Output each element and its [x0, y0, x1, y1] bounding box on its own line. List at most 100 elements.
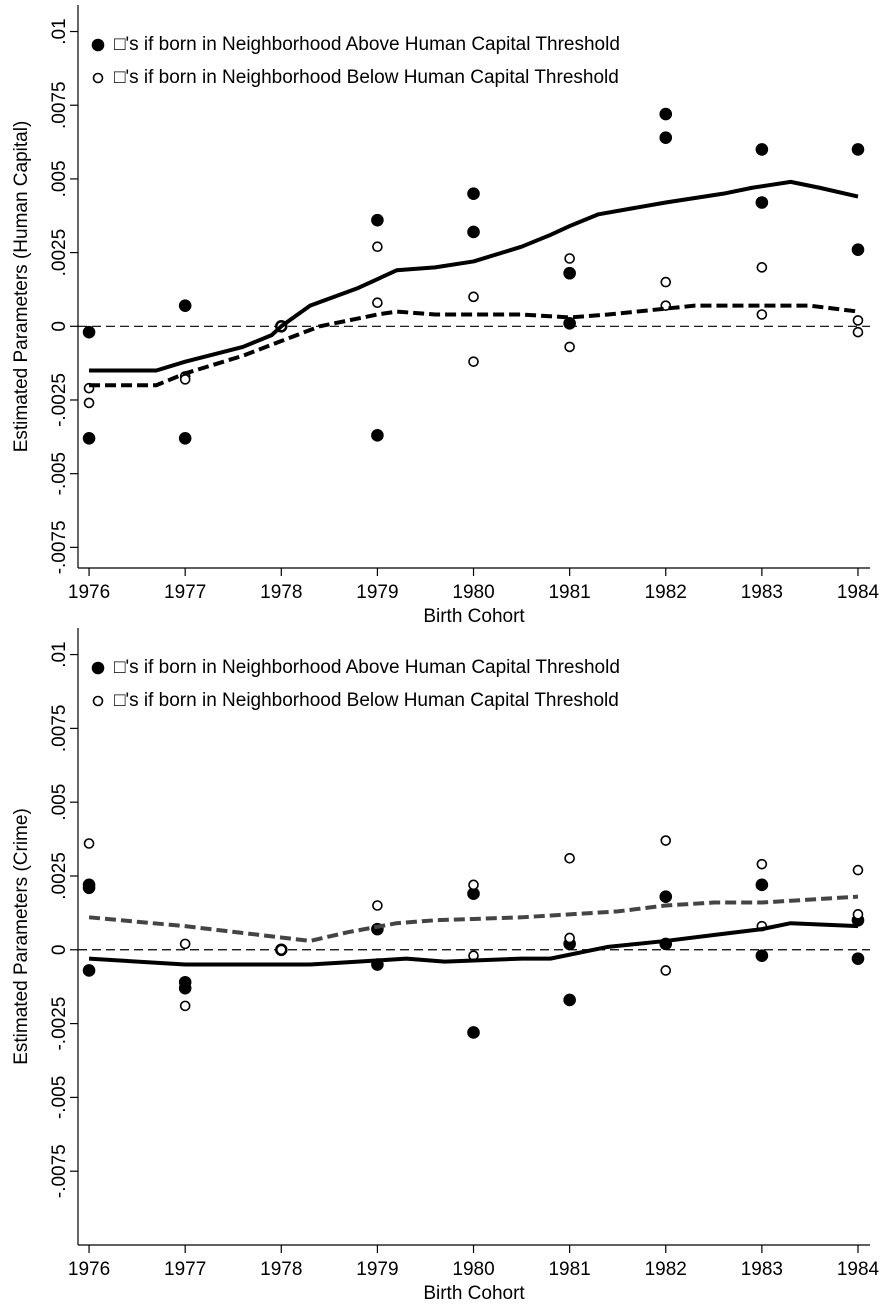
- y-tick-label: -.0025: [49, 373, 70, 427]
- point: [178, 432, 192, 445]
- point: [851, 143, 865, 156]
- point: [178, 981, 192, 995]
- x-tick-label: 1982: [645, 1259, 687, 1280]
- x-axis-title: Birth Cohort: [423, 1283, 525, 1304]
- legend-label: □'s if born in Neighborhood Above Human …: [114, 657, 620, 678]
- point: [372, 241, 383, 253]
- smoothed-line: [88, 894, 859, 943]
- point: [660, 276, 672, 288]
- point: [83, 838, 95, 849]
- point: [756, 309, 768, 320]
- point: [467, 1026, 480, 1039]
- x-tick-label: 1984: [837, 582, 880, 603]
- x-tick-label: 1978: [260, 1259, 302, 1280]
- y-axis-title: Estimated Parameters (Crime): [11, 808, 32, 1065]
- x-tick-label: 1976: [68, 582, 110, 603]
- smoothed-line: [89, 179, 859, 373]
- point: [659, 890, 673, 903]
- legend-label: □'s if born in Neighborhood Above Human …: [114, 34, 620, 55]
- point: [82, 878, 96, 892]
- point: [179, 938, 191, 950]
- y-tick-label: .005: [49, 160, 70, 197]
- point: [564, 253, 575, 264]
- point: [468, 356, 479, 367]
- legend-marker: [92, 72, 104, 84]
- point: [852, 326, 864, 338]
- point: [756, 858, 768, 870]
- point: [179, 1000, 191, 1012]
- x-tick-label: 1983: [741, 1259, 783, 1280]
- point: [563, 993, 576, 1007]
- point: [852, 864, 864, 876]
- point: [178, 299, 192, 312]
- smoothed-line: [88, 921, 859, 967]
- point: [371, 429, 384, 442]
- point: [564, 932, 575, 944]
- point: [564, 852, 575, 864]
- y-tick-label: .01: [49, 641, 70, 667]
- point: [82, 964, 96, 977]
- x-tick-label: 1980: [452, 1259, 494, 1280]
- y-tick-label: .005: [49, 784, 70, 821]
- point: [851, 952, 865, 965]
- smoothed-line: [89, 303, 859, 388]
- point: [755, 196, 769, 209]
- point: [468, 291, 479, 303]
- y-tick-label: .0025: [49, 852, 70, 900]
- y-axis-title: Estimated Parameters (Human Capital): [11, 121, 32, 453]
- point: [372, 297, 383, 309]
- point: [82, 432, 96, 445]
- point: [755, 878, 769, 892]
- x-tick-label: 1982: [645, 582, 687, 603]
- x-tick-label: 1981: [548, 1259, 590, 1280]
- point: [756, 262, 768, 273]
- y-tick-label: -.005: [49, 1076, 70, 1119]
- x-tick-label: 1979: [356, 582, 398, 603]
- x-tick-label: 1977: [164, 582, 206, 603]
- y-tick-label: -.005: [49, 452, 70, 495]
- point: [659, 131, 673, 144]
- y-tick-label: 0: [49, 944, 70, 955]
- y-tick-label: .0025: [49, 229, 70, 277]
- point: [564, 341, 575, 353]
- x-tick-label: 1978: [260, 582, 302, 603]
- x-axis-title: Birth Cohort: [423, 606, 525, 627]
- y-tick-label: -.0025: [49, 997, 70, 1051]
- legend-marker: [91, 661, 105, 675]
- point: [82, 325, 96, 339]
- point: [372, 900, 383, 911]
- y-tick-label: 0: [49, 321, 70, 332]
- x-tick-label: 1984: [837, 1259, 880, 1280]
- point: [179, 374, 191, 385]
- x-tick-label: 1981: [548, 582, 590, 603]
- y-tick-label: .01: [49, 18, 70, 44]
- x-tick-label: 1979: [356, 1259, 398, 1280]
- point: [467, 225, 480, 239]
- point: [467, 187, 480, 200]
- x-tick-label: 1983: [741, 582, 783, 603]
- point: [755, 143, 769, 156]
- x-tick-label: 1976: [68, 1259, 110, 1280]
- y-tick-label: .0075: [49, 705, 70, 753]
- legend-label: □'s if born in Neighborhood Below Human …: [114, 67, 619, 88]
- point: [851, 243, 865, 256]
- y-tick-label: .0075: [49, 81, 70, 129]
- point: [83, 397, 95, 409]
- x-tick-label: 1980: [452, 582, 494, 603]
- point: [660, 965, 672, 976]
- legend-marker: [91, 38, 105, 52]
- y-tick-label: -.0075: [49, 520, 70, 574]
- point: [755, 949, 769, 962]
- point: [563, 317, 576, 330]
- point: [852, 909, 864, 920]
- legend-label: □'s if born in Neighborhood Below Human …: [114, 690, 619, 711]
- point: [275, 944, 287, 956]
- point: [660, 835, 672, 846]
- point: [852, 315, 864, 326]
- point: [468, 879, 479, 891]
- point: [371, 213, 384, 227]
- x-tick-label: 1977: [164, 1259, 206, 1280]
- point: [563, 266, 576, 280]
